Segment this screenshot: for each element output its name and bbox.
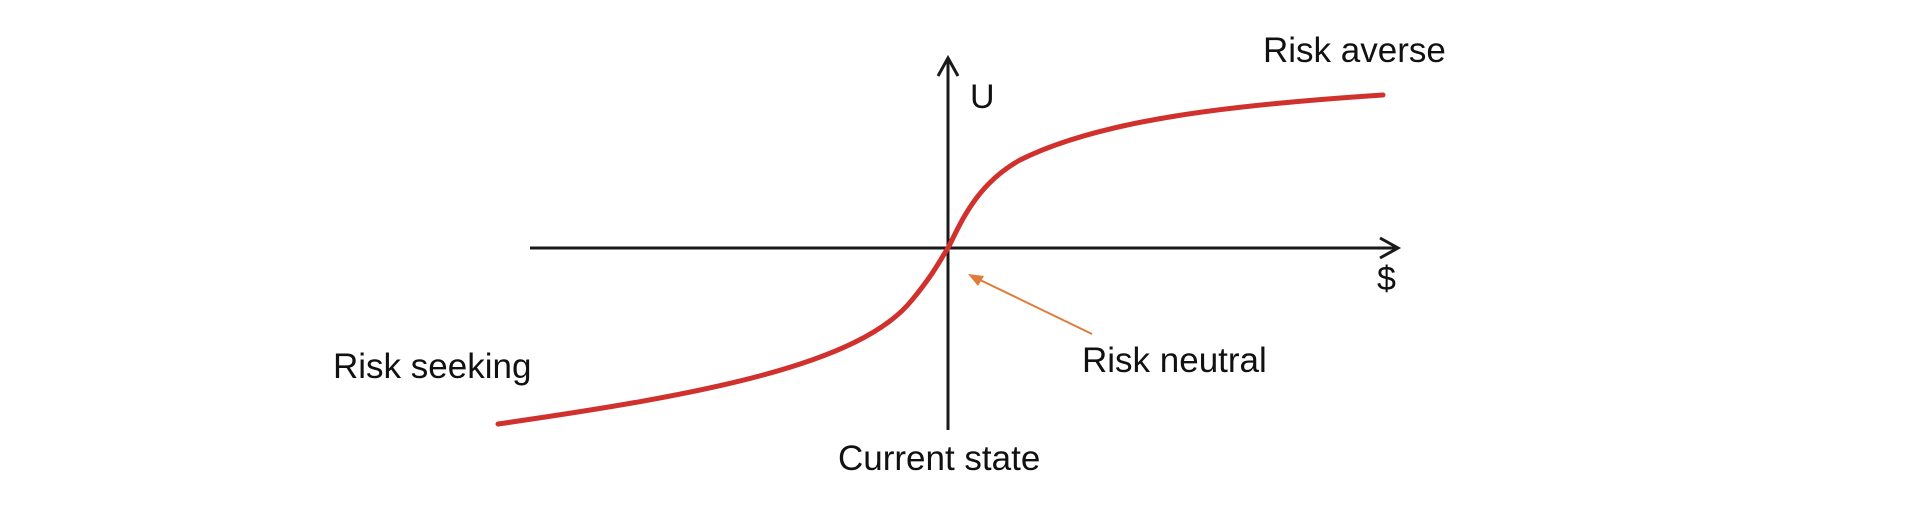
y-axis-arrowhead: [936, 54, 960, 77]
risk-neutral-pointer-line: [975, 277, 1093, 335]
risk-averse-label: Risk averse: [1263, 31, 1446, 70]
y-axis-label: U: [970, 78, 995, 116]
utility-curve: [495, 92, 1386, 427]
risk-neutral-label: Risk neutral: [1082, 341, 1267, 380]
risk-neutral-pointer-arrowhead: [968, 274, 984, 286]
risk-seeking-label: Risk seeking: [333, 347, 531, 386]
x-axis-arrowhead: [1379, 236, 1402, 260]
x-axis-label: $: [1377, 260, 1396, 298]
current-state-label: Current state: [838, 439, 1040, 478]
